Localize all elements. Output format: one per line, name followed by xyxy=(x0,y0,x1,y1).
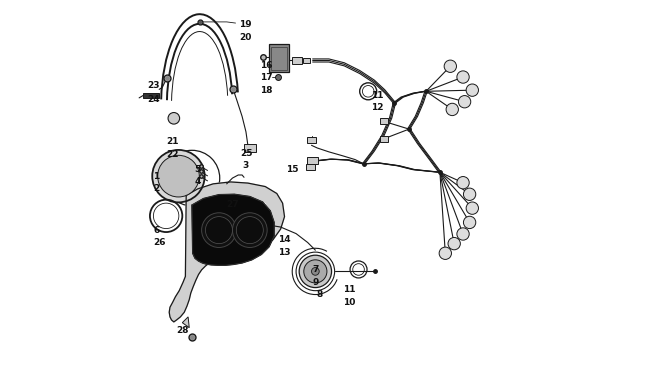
Text: 9: 9 xyxy=(313,278,319,287)
Circle shape xyxy=(463,188,476,200)
Bar xyxy=(303,58,310,63)
Text: 20: 20 xyxy=(239,33,252,42)
Circle shape xyxy=(158,155,200,197)
Text: 24: 24 xyxy=(147,94,159,104)
Text: 21: 21 xyxy=(166,137,179,146)
Bar xyxy=(307,157,318,164)
Circle shape xyxy=(205,217,233,244)
Circle shape xyxy=(299,255,332,288)
Polygon shape xyxy=(182,317,189,328)
Circle shape xyxy=(457,228,469,240)
Bar xyxy=(272,46,287,70)
Text: 16: 16 xyxy=(260,61,273,70)
Circle shape xyxy=(457,71,469,83)
Text: 11: 11 xyxy=(371,91,384,100)
Bar xyxy=(143,93,159,98)
Text: 13: 13 xyxy=(278,248,291,257)
Text: 6: 6 xyxy=(153,226,160,235)
Circle shape xyxy=(202,213,237,247)
Circle shape xyxy=(466,84,478,96)
Text: 27: 27 xyxy=(227,200,239,209)
Circle shape xyxy=(444,60,456,72)
Text: 15: 15 xyxy=(287,165,299,174)
Circle shape xyxy=(237,217,263,244)
Text: 4: 4 xyxy=(194,177,201,187)
Circle shape xyxy=(448,238,460,250)
Circle shape xyxy=(457,176,469,189)
Circle shape xyxy=(311,267,319,275)
Text: 14: 14 xyxy=(278,235,291,243)
Text: 22: 22 xyxy=(166,151,179,159)
Circle shape xyxy=(233,213,267,247)
Text: 1: 1 xyxy=(153,172,160,181)
Text: 2: 2 xyxy=(153,184,160,194)
Bar xyxy=(307,137,316,143)
Bar xyxy=(306,164,315,170)
Circle shape xyxy=(463,216,476,229)
Text: 7: 7 xyxy=(313,265,319,274)
Text: 11: 11 xyxy=(343,284,356,294)
Text: 17: 17 xyxy=(260,73,273,82)
Circle shape xyxy=(458,96,471,108)
Circle shape xyxy=(439,247,452,259)
Circle shape xyxy=(304,260,327,283)
Bar xyxy=(269,44,289,72)
Circle shape xyxy=(152,150,205,202)
Text: 25: 25 xyxy=(240,149,253,158)
Text: 3: 3 xyxy=(242,161,248,170)
Bar xyxy=(380,136,388,142)
Text: 8: 8 xyxy=(317,290,323,299)
Text: 23: 23 xyxy=(147,81,159,90)
Circle shape xyxy=(168,113,179,124)
Text: 26: 26 xyxy=(153,238,166,247)
Text: 10: 10 xyxy=(343,298,356,307)
Bar xyxy=(380,118,388,124)
Text: 28: 28 xyxy=(177,326,189,335)
Polygon shape xyxy=(169,182,285,322)
Text: 12: 12 xyxy=(371,103,384,112)
Text: 5: 5 xyxy=(194,165,201,174)
Circle shape xyxy=(446,103,458,116)
Bar xyxy=(292,57,302,63)
Circle shape xyxy=(466,202,478,214)
Polygon shape xyxy=(192,194,274,265)
Text: 19: 19 xyxy=(239,20,252,29)
Text: 18: 18 xyxy=(260,86,273,95)
Bar xyxy=(244,144,256,152)
